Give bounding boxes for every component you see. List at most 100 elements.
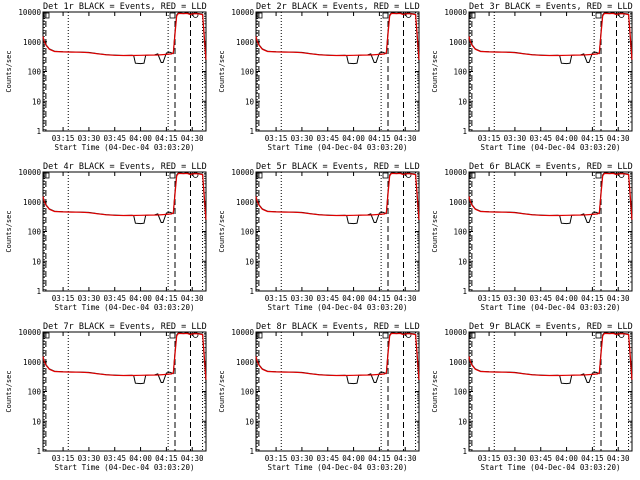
panel-6: Det 6r BLACK = Events, RED = LLD 1 10 100 10… bbox=[431, 162, 633, 312]
y-axis-label: Counts/sec bbox=[431, 50, 439, 92]
y-tick-label: 10000 bbox=[18, 328, 41, 337]
x-tick-label: 04:30 bbox=[181, 134, 204, 143]
marker-box bbox=[169, 172, 176, 179]
y-tick-label: 1 bbox=[249, 287, 254, 296]
plot-frame bbox=[42, 171, 207, 292]
y-tick-label: 1000 bbox=[236, 358, 255, 367]
panel-title: Det 1r BLACK = Events, RED = LLD bbox=[43, 2, 207, 12]
x-tick-label: 04:00 bbox=[555, 134, 578, 143]
x-tick-label: 04:30 bbox=[394, 294, 417, 303]
y-tick-label: 10 bbox=[458, 257, 468, 266]
lld-series-line bbox=[468, 172, 633, 220]
x-axis-label: Start Time (04-Dec-04 03:03:20) bbox=[481, 463, 621, 472]
y-tick-label: 10000 bbox=[444, 8, 467, 17]
x-axis-label: Start Time (04-Dec-04 03:03:20) bbox=[55, 463, 195, 472]
plot-frame bbox=[255, 331, 420, 452]
lld-series-line bbox=[42, 332, 207, 380]
lld-series-line bbox=[468, 12, 633, 60]
panel-title: Det 6r BLACK = Events, RED = LLD bbox=[469, 162, 633, 172]
y-tick-label: 100 bbox=[240, 228, 254, 237]
marker-circle bbox=[405, 332, 412, 338]
y-axis-label: Counts/sec bbox=[5, 210, 13, 252]
x-tick-label: 03:15 bbox=[478, 134, 501, 143]
x-tick-label: 04:15 bbox=[368, 294, 391, 303]
x-tick-label: 04:00 bbox=[555, 454, 578, 463]
lld-series-line bbox=[255, 172, 420, 220]
x-tick-label: 04:15 bbox=[581, 294, 604, 303]
y-tick-label: 10000 bbox=[231, 8, 254, 17]
x-tick-label: 03:15 bbox=[52, 134, 75, 143]
panel-3: Det 3r BLACK = Events, RED = LLD 1 10 100 10… bbox=[431, 2, 633, 152]
y-tick-label: 1000 bbox=[23, 198, 42, 207]
y-tick-label: 10000 bbox=[444, 328, 467, 337]
y-tick-label: 10 bbox=[32, 417, 42, 426]
panel-2: Det 2r BLACK = Events, RED = LLD 1 10 100 10… bbox=[218, 2, 420, 152]
y-tick-label: 1 bbox=[462, 127, 467, 136]
x-axis-label: Start Time (04-Dec-04 03:03:20) bbox=[268, 143, 408, 152]
y-tick-label: 1 bbox=[36, 127, 41, 136]
marker-circle bbox=[192, 172, 199, 178]
panel-title: Det 9r BLACK = Events, RED = LLD bbox=[469, 322, 633, 332]
y-tick-label: 100 bbox=[453, 228, 467, 237]
panel-4: Det 4r BLACK = Events, RED = LLD 1 10 100 10… bbox=[5, 162, 207, 312]
marker-box bbox=[382, 332, 389, 339]
y-axis-label: Counts/sec bbox=[5, 50, 13, 92]
plot-frame bbox=[468, 171, 633, 292]
x-tick-label: 04:15 bbox=[581, 454, 604, 463]
x-axis-label: Start Time (04-Dec-04 03:03:20) bbox=[268, 303, 408, 312]
panel-title: Det 7r BLACK = Events, RED = LLD bbox=[43, 322, 207, 332]
marker-box bbox=[595, 172, 602, 179]
y-axis-label: Counts/sec bbox=[5, 370, 13, 412]
panel-5: Det 5r BLACK = Events, RED = LLD 1 10 100 10… bbox=[218, 162, 420, 312]
x-tick-label: 03:15 bbox=[478, 454, 501, 463]
y-tick-label: 1000 bbox=[23, 38, 42, 47]
marker-circle bbox=[618, 332, 625, 338]
x-tick-label: 04:30 bbox=[607, 134, 630, 143]
x-tick-label: 03:45 bbox=[529, 134, 552, 143]
y-tick-label: 10 bbox=[245, 417, 255, 426]
x-tick-label: 04:30 bbox=[607, 294, 630, 303]
y-tick-label: 1 bbox=[249, 127, 254, 136]
x-tick-label: 03:45 bbox=[316, 134, 339, 143]
lld-series-line bbox=[468, 332, 633, 380]
y-tick-label: 1 bbox=[462, 287, 467, 296]
marker-box bbox=[595, 332, 602, 339]
x-tick-label: 03:15 bbox=[52, 294, 75, 303]
x-axis-label: Start Time (04-Dec-04 03:03:20) bbox=[481, 303, 621, 312]
x-tick-label: 04:15 bbox=[155, 294, 178, 303]
panel-8: Det 8r BLACK = Events, RED = LLD 1 10 100 10… bbox=[218, 322, 420, 472]
marker-box bbox=[43, 332, 50, 339]
x-tick-label: 03:45 bbox=[103, 134, 126, 143]
y-tick-label: 1000 bbox=[236, 198, 255, 207]
plot-frame bbox=[468, 11, 633, 132]
panel-1: Det 1r BLACK = Events, RED = LLD 1 10 100 10… bbox=[5, 2, 207, 152]
x-tick-label: 04:00 bbox=[342, 454, 365, 463]
x-tick-label: 04:00 bbox=[555, 294, 578, 303]
y-tick-label: 10000 bbox=[18, 8, 41, 17]
x-axis-label: Start Time (04-Dec-04 03:03:20) bbox=[55, 303, 195, 312]
x-tick-label: 04:30 bbox=[394, 454, 417, 463]
marker-circle bbox=[192, 332, 199, 338]
y-tick-label: 10000 bbox=[444, 168, 467, 177]
plot-frame bbox=[468, 331, 633, 452]
x-tick-label: 04:15 bbox=[368, 134, 391, 143]
lld-series-line bbox=[255, 12, 420, 60]
marker-box bbox=[595, 12, 602, 19]
marker-box bbox=[469, 172, 476, 179]
marker-circle bbox=[405, 172, 412, 178]
lld-series-line bbox=[42, 172, 207, 220]
marker-box bbox=[469, 332, 476, 339]
x-tick-label: 03:30 bbox=[78, 134, 101, 143]
x-tick-label: 03:30 bbox=[291, 134, 314, 143]
marker-box bbox=[169, 332, 176, 339]
y-tick-label: 1 bbox=[462, 447, 467, 456]
marker-box bbox=[256, 332, 263, 339]
y-tick-label: 100 bbox=[453, 388, 467, 397]
panel-9: Det 9r BLACK = Events, RED = LLD 1 10 100 10… bbox=[431, 322, 633, 472]
y-tick-label: 1000 bbox=[449, 38, 468, 47]
x-tick-label: 04:30 bbox=[394, 134, 417, 143]
marker-box bbox=[256, 172, 263, 179]
lld-series-line bbox=[42, 12, 207, 60]
marker-circle bbox=[405, 12, 412, 18]
